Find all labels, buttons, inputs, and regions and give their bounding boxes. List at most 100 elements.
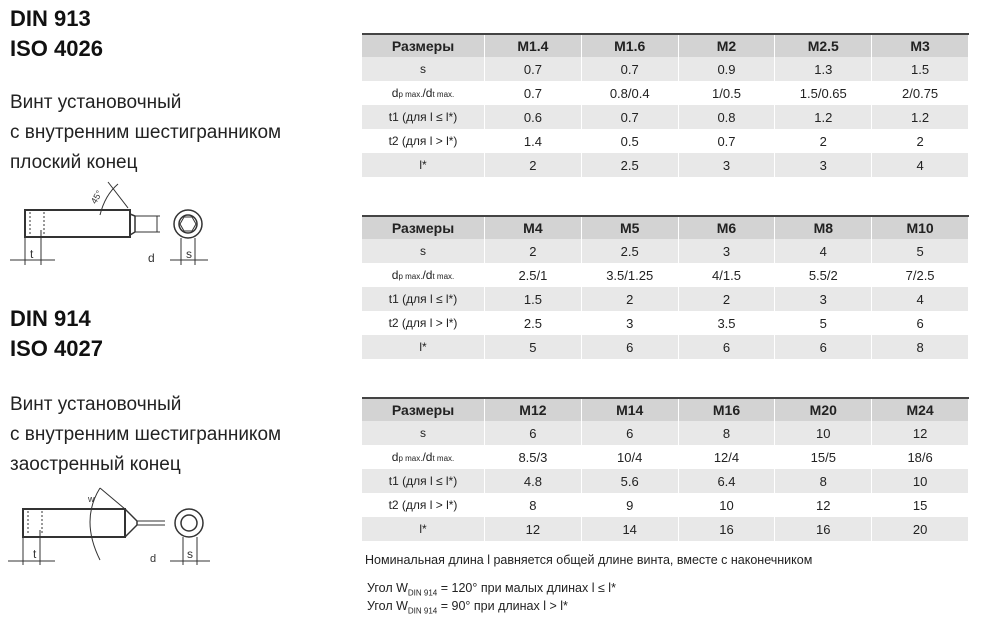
row-label: dp max./dt max. <box>362 263 485 287</box>
table-cell: 16 <box>774 517 873 541</box>
row-label: Размеры <box>362 33 485 57</box>
table-cell: 6 <box>581 335 679 359</box>
table-row-t2: t2 (для l > l*) 1.4 0.5 0.7 2 2 <box>362 129 969 153</box>
table-cell: 4/1.5 <box>678 263 776 287</box>
size-table-3: Размеры M12 M14 M16 M20 M24 s 6 6 8 10 12 dp max./dt… <box>362 397 969 541</box>
angle-prefix: Угол W <box>367 599 408 613</box>
table-cell: 1.2 <box>774 105 873 129</box>
standard-din913: DIN 913 ISO 4026 <box>10 4 103 64</box>
row-label: t2 (для l > l*) <box>362 311 485 335</box>
dp-d: d <box>391 450 399 464</box>
table-row-l: l* 12 14 16 16 20 <box>362 517 969 541</box>
table-cell: 4 <box>774 239 873 263</box>
table-cell: 12 <box>774 493 873 517</box>
table-row-dp: dp max./dt max. 2.5/1 3.5/1.25 4/1.5 5.5/2 7/… <box>362 263 969 287</box>
table-cell: 2.5/1 <box>484 263 582 287</box>
dp-sep: /d <box>422 268 433 282</box>
angle-text: = 120° при малых длинах l ≤ l* <box>440 581 616 595</box>
table-cell: 2 <box>484 153 582 177</box>
table-cell: M10 <box>871 215 969 239</box>
dp-sub: p max. <box>398 272 423 281</box>
table-cell: 5 <box>774 311 873 335</box>
table-cell: 2 <box>678 287 776 311</box>
table-cell: M20 <box>774 397 873 421</box>
table-cell: 8 <box>678 421 776 445</box>
table-cell: 8 <box>484 493 582 517</box>
angle-sub: DIN 914 <box>407 588 438 598</box>
row-label: l* <box>362 153 485 177</box>
table-cell: 1.4 <box>484 129 582 153</box>
table-cell: 3 <box>774 153 873 177</box>
angle-note-1: Угол WDIN 914 = 120° при малых длинах l … <box>367 581 616 598</box>
table-cell: 10 <box>871 469 969 493</box>
table-cell: 0.7 <box>484 57 582 81</box>
table-cell: 2/0.75 <box>871 81 969 105</box>
row-label: s <box>362 57 485 81</box>
table-cell: 4 <box>871 153 969 177</box>
table-cell: 2 <box>484 239 582 263</box>
description-din913: Винт установочный с внутренним шестигран… <box>10 88 281 178</box>
dp-d: d <box>391 86 399 100</box>
table-row-sizes: Размеры M4 M5 M6 M8 M10 <box>362 215 969 239</box>
table-cell: 5 <box>484 335 582 359</box>
table-cell: M2 <box>678 33 776 57</box>
dt-sub: t max. <box>432 454 455 463</box>
table-row-t1: t1 (для l ≤ l*) 0.6 0.7 0.8 1.2 1.2 <box>362 105 969 129</box>
screw-flat-end-drawing: t s d 45° <box>10 181 208 265</box>
table-cell: 12 <box>484 517 582 541</box>
table-cell: M5 <box>581 215 679 239</box>
dp-sub: p max. <box>398 454 423 463</box>
table-cell: 15/5 <box>774 445 873 469</box>
table-cell: 1.5 <box>871 57 969 81</box>
table-cell: 6 <box>678 335 776 359</box>
table-cell: 3 <box>581 311 679 335</box>
table-cell: M14 <box>581 397 679 421</box>
table-cell: 20 <box>871 517 969 541</box>
dim-t-label: t <box>30 247 34 261</box>
table-cell: 3 <box>678 239 776 263</box>
description-din914: Винт установочный с внутренним шестигран… <box>10 390 281 480</box>
size-table-1: Размеры M1.4 M1.6 M2 M2.5 M3 s 0.7 0.7 0.9 1.3 1.5 d… <box>362 33 969 177</box>
table-cell: 5.6 <box>581 469 679 493</box>
table-cell: 6 <box>484 421 582 445</box>
table-cell: 0.8/0.4 <box>581 81 679 105</box>
row-label: dp max./dt max. <box>362 81 485 105</box>
table-cell: 6 <box>581 421 679 445</box>
angle-sub: DIN 914 <box>407 606 438 616</box>
table-cell: 15 <box>871 493 969 517</box>
row-label: s <box>362 421 485 445</box>
row-label: t2 (для l > l*) <box>362 493 485 517</box>
table-row-t2: t2 (для l > l*) 2.5 3 3.5 5 6 <box>362 311 969 335</box>
table-cell: 8.5/3 <box>484 445 582 469</box>
desc-line: с внутренним шестигранником <box>10 122 282 143</box>
table-cell: M12 <box>484 397 582 421</box>
size-table-2: Размеры M4 M5 M6 M8 M10 s 2 2.5 3 4 5 dp max./dt max… <box>362 215 969 359</box>
table-row-s: s 6 6 8 10 12 <box>362 421 969 445</box>
table-row-dp: dp max./dt max. 0.7 0.8/0.4 1/0.5 1.5/0.65 2/… <box>362 81 969 105</box>
table-cell: 3 <box>774 287 873 311</box>
row-label: l* <box>362 335 485 359</box>
dp-sep: /d <box>422 450 433 464</box>
angle-label: w <box>87 494 95 504</box>
table-cell: M2.5 <box>774 33 873 57</box>
angle-text: = 90° при длинах l > l* <box>440 599 568 613</box>
table-cell: 8 <box>774 469 873 493</box>
angle-note-2: Угол WDIN 914 = 90° при длинах l > l* <box>367 599 568 616</box>
std-line: DIN 913 <box>10 6 91 31</box>
table-cell: M3 <box>871 33 969 57</box>
table-cell: M6 <box>678 215 776 239</box>
table-cell: 0.7 <box>581 57 679 81</box>
table-cell: 8 <box>871 335 969 359</box>
table-cell: 0.7 <box>678 129 776 153</box>
table-cell: 16 <box>678 517 776 541</box>
table-cell: 4.8 <box>484 469 582 493</box>
table-cell: 0.8 <box>678 105 776 129</box>
row-label: l* <box>362 517 485 541</box>
table-cell: M24 <box>871 397 969 421</box>
table-cell: 2 <box>581 287 679 311</box>
dp-sep: /d <box>422 86 433 100</box>
table-row-s: s 0.7 0.7 0.9 1.3 1.5 <box>362 57 969 81</box>
row-label: s <box>362 239 485 263</box>
table-cell: 6.4 <box>678 469 776 493</box>
table-cell: 12/4 <box>678 445 776 469</box>
